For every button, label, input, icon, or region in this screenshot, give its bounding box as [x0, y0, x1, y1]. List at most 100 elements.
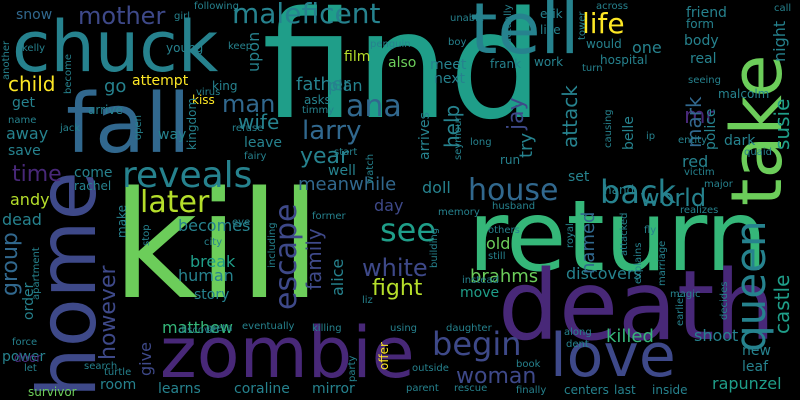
word-call: call: [774, 3, 792, 14]
word-book: book: [516, 359, 541, 370]
word-chuck: chuck: [12, 6, 219, 88]
word-hand: hand: [604, 183, 635, 197]
word-penguin: penguin: [370, 39, 411, 50]
word-decides: decides: [719, 281, 730, 321]
word-try: try: [516, 132, 537, 158]
word-instead: instead: [462, 275, 499, 286]
word-long: long: [470, 137, 492, 148]
word-mirror: mirror: [312, 381, 355, 397]
word-eye: eye: [232, 217, 251, 228]
word-night: night: [770, 20, 789, 62]
word-matthew: matthew: [162, 318, 234, 337]
word-year: year: [300, 144, 350, 169]
word-alice: alice: [328, 258, 347, 296]
word-ip: ip: [646, 131, 656, 142]
word-named: named: [578, 211, 599, 274]
word-man: man: [222, 90, 276, 118]
word-zombie: zombie: [160, 312, 415, 394]
word-castle: castle: [770, 274, 794, 334]
word-upon: upon: [244, 31, 263, 72]
word-way: way: [158, 127, 187, 143]
word-next: next: [434, 71, 466, 87]
word-andy: andy: [10, 190, 50, 209]
word-greta: greta: [206, 323, 233, 334]
word-brahms: brahms: [470, 266, 539, 287]
word-explains: explains: [633, 242, 644, 284]
word-liz: liz: [362, 295, 373, 306]
word-former: former: [312, 211, 346, 222]
word-using: using: [390, 323, 418, 334]
word-away: away: [6, 124, 49, 143]
word-survivor: survivor: [28, 385, 77, 399]
word-party: party: [347, 355, 358, 382]
word-memory: memory: [438, 207, 480, 218]
word-girl: girl: [174, 11, 191, 22]
word-daughter: daughter: [446, 323, 492, 334]
word-wife: wife: [238, 110, 280, 134]
word-kelly: kelly: [22, 43, 46, 54]
word-arrives: arrives: [417, 112, 433, 160]
word-work: work: [534, 55, 564, 69]
word-doll: doll: [422, 178, 451, 197]
word-like: like: [540, 23, 561, 37]
word-love: love: [550, 321, 676, 391]
word-another: another: [1, 40, 12, 80]
word-mr: mr: [684, 104, 715, 129]
word-husband: husband: [492, 201, 536, 212]
word-later: later: [140, 185, 210, 220]
word-save: save: [8, 143, 41, 159]
word-hospital: hospital: [600, 53, 648, 67]
word-malcolm: malcolm: [718, 87, 770, 101]
word-also: also: [388, 55, 417, 71]
word-virus: virus: [196, 87, 221, 98]
word-fly: fly: [644, 225, 657, 236]
word-old: old: [486, 234, 511, 253]
word-killing: killing: [312, 323, 342, 334]
word-meanwhile: meanwhile: [298, 174, 397, 195]
word-following: following: [194, 1, 239, 12]
word-however: however: [96, 265, 121, 360]
word-back: back: [600, 173, 677, 211]
word-life: life: [582, 7, 625, 40]
word-begin: begin: [432, 325, 522, 363]
word-seymour: seymour: [453, 116, 464, 160]
word-tell: tell: [470, 0, 580, 70]
word-would: would: [586, 37, 622, 51]
word-kill: kill: [112, 160, 322, 332]
word-find: find: [262, 0, 543, 152]
word-family: family: [302, 228, 326, 290]
word-plan: plan: [328, 76, 363, 95]
word-including: including: [267, 222, 278, 268]
word-parent: parent: [406, 383, 439, 394]
word-house: house: [468, 173, 559, 208]
word-asks: asks: [304, 93, 331, 107]
word-give: give: [136, 342, 155, 376]
word-inside: inside: [652, 383, 688, 397]
word-killed: killed: [606, 326, 654, 347]
word-coraline: coraline: [234, 381, 290, 397]
word-run: run: [500, 153, 521, 167]
word-real: real: [690, 51, 717, 67]
word-well: well: [328, 163, 356, 179]
word-attempt: attempt: [132, 73, 189, 89]
word-building: building: [429, 227, 440, 268]
word-rachel: rachel: [74, 179, 112, 193]
word-search: search: [84, 361, 118, 372]
word-woman: woman: [456, 364, 537, 389]
word-fight: fight: [372, 276, 423, 301]
word-becomes: becomes: [178, 216, 251, 235]
word-child: child: [8, 72, 56, 96]
word-city: city: [204, 237, 223, 248]
word-last: last: [614, 383, 636, 397]
word-start: start: [334, 147, 358, 158]
word-learns: learns: [158, 381, 201, 397]
word-frank: frank: [490, 57, 522, 71]
word-friend: friend: [686, 5, 727, 21]
word-entity: entity: [678, 135, 708, 146]
word-discovers: discovers: [566, 264, 642, 283]
word-room: room: [100, 377, 137, 393]
word-break: break: [190, 252, 236, 271]
word-leaf: leaf: [742, 359, 769, 375]
word-one: one: [632, 38, 662, 57]
word-rescue: rescue: [454, 383, 488, 394]
